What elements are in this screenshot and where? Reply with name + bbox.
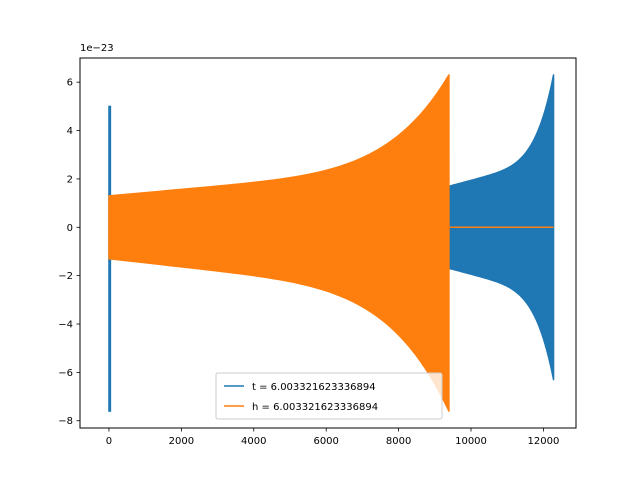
plot-area: [108, 74, 555, 412]
x-tick-label-3: 6000: [313, 436, 338, 447]
y-tick-label-2: −4: [58, 320, 73, 331]
x-tick-label-4: 8000: [386, 436, 411, 447]
legend-box: [215, 372, 443, 420]
y-offset-label: 1e−23: [80, 43, 114, 54]
y-tick-label-0: −8: [58, 416, 73, 427]
legend-label-2: h = 6.003321623336894: [252, 402, 378, 413]
y-tick-label-4: 0: [67, 223, 73, 234]
y-tick-label-3: −2: [58, 271, 73, 282]
y-tick-label-6: 4: [67, 126, 73, 137]
x-tick-label-2: 4000: [241, 436, 266, 447]
y-tick-label-7: 6: [67, 78, 73, 89]
legend: t = 6.003321623336894 h = 6.0033216233368…: [215, 372, 443, 420]
y-axis: −8 −6 −4 −2 0 2 4 6: [58, 78, 80, 427]
y-tick-label-1: −6: [58, 368, 73, 379]
x-axis: 0 2000 4000 6000 8000 10000 12000: [106, 428, 560, 447]
x-tick-label-1: 2000: [169, 436, 194, 447]
y-tick-label-5: 2: [67, 174, 73, 185]
x-tick-label-5: 10000: [455, 436, 487, 447]
series-2-segment-1: [108, 74, 450, 412]
x-tick-label-0: 0: [106, 436, 112, 447]
axes-frame: [79, 57, 577, 429]
x-tick-label-6: 12000: [528, 436, 560, 447]
series-2: [108, 74, 554, 412]
legend-label-1: t = 6.003321623336894: [252, 382, 376, 393]
